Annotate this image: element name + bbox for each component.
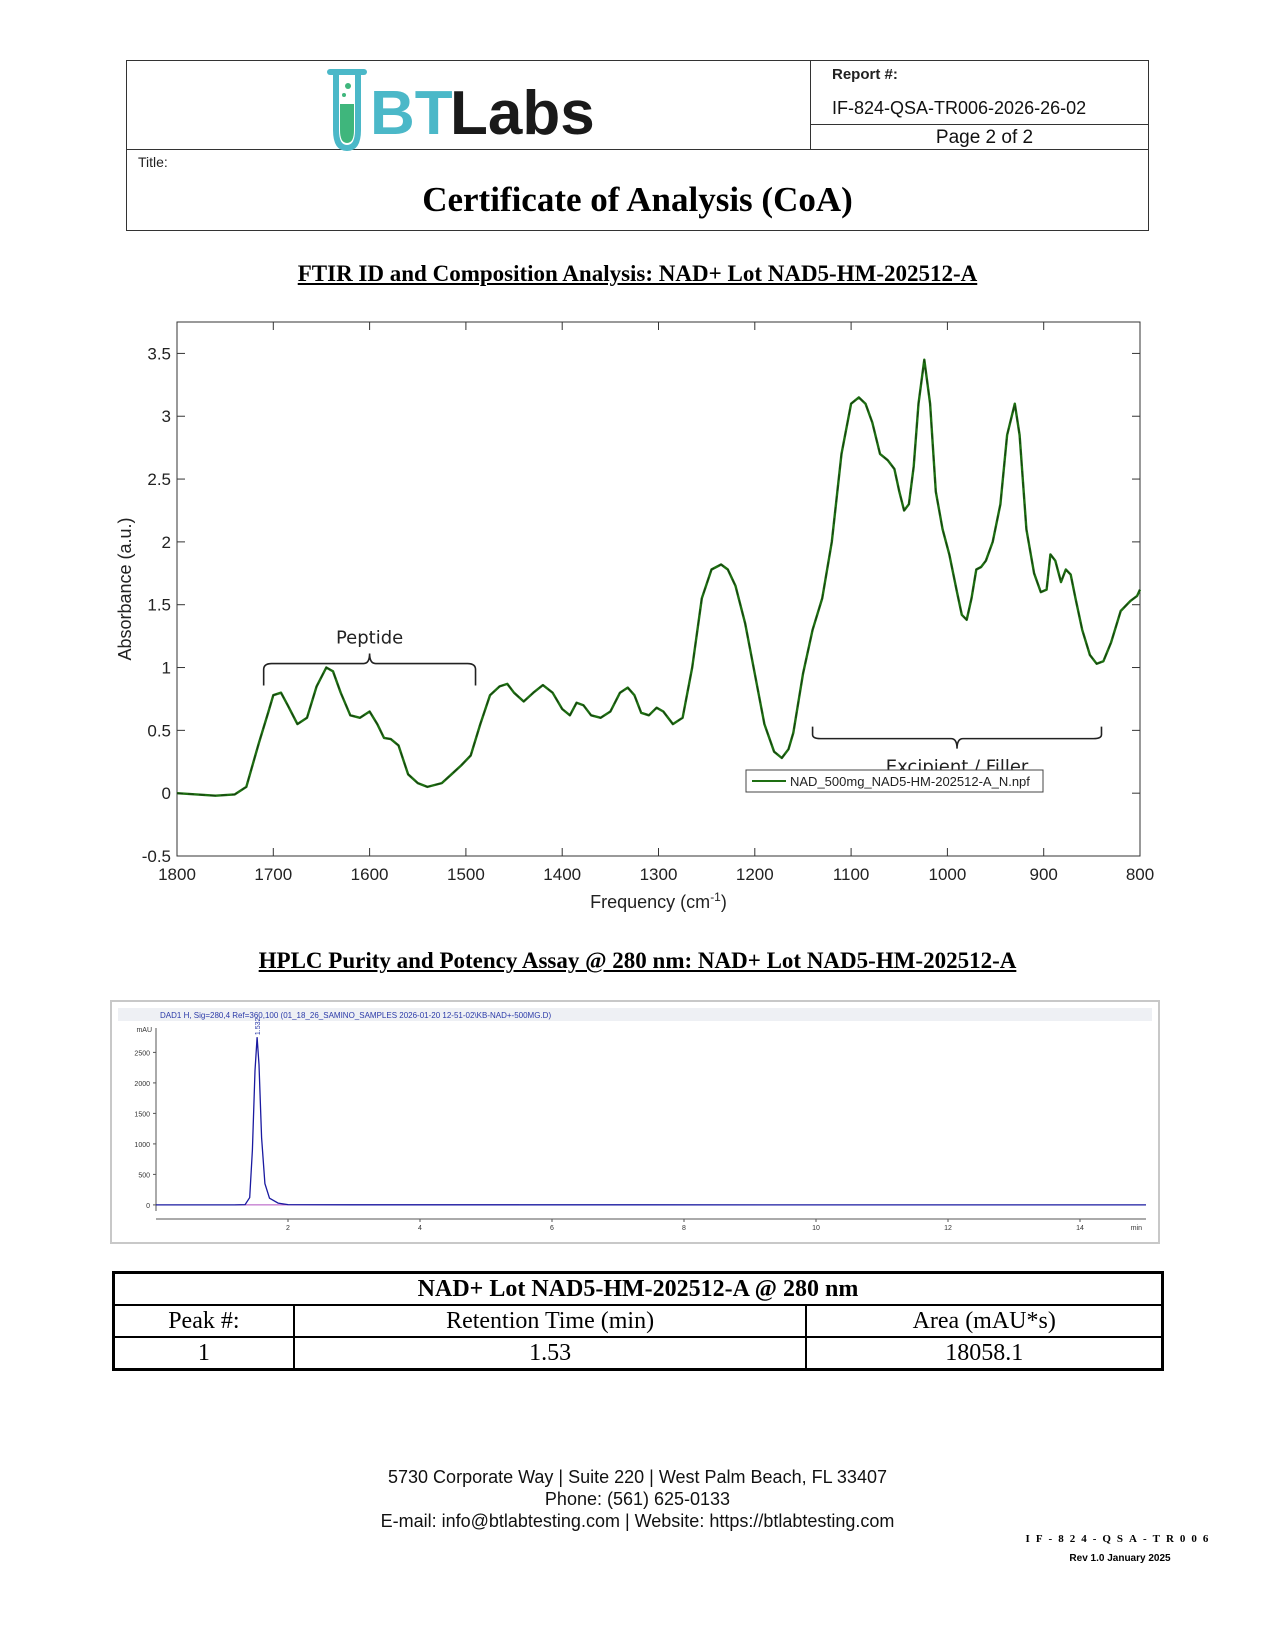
ftir-section-title: FTIR ID and Composition Analysis: NAD+ L… — [297, 261, 978, 286]
page-indicator: Page 2 of 2 — [935, 127, 1034, 148]
y-unit-label: mAU — [136, 1027, 152, 1034]
peptide-annotation: Peptide — [336, 628, 403, 649]
report-label: Report #: — [832, 66, 898, 83]
x-tick-label: 900 — [1030, 865, 1058, 884]
chromatogram-trace — [156, 1037, 1147, 1206]
test-tube-icon — [327, 69, 367, 152]
y-tick-label: 2500 — [134, 1050, 150, 1057]
ftir-series-line — [176, 358, 1142, 797]
x-tick-label: 12 — [944, 1225, 952, 1232]
y-tick-label: 2000 — [134, 1081, 150, 1088]
x-tick-label: 2 — [286, 1225, 290, 1232]
footer-contact: E-mail: info@btlabtesting.com | Website:… — [380, 1511, 895, 1531]
y-tick-label: 1500 — [134, 1111, 150, 1118]
y-tick-label: 2 — [162, 533, 171, 552]
y-tick-label: 3.5 — [147, 344, 171, 363]
document-title: Certificate of Analysis (CoA) — [422, 180, 853, 219]
x-tick-label: 1300 — [640, 865, 678, 884]
header-peak: Peak #: — [112, 1304, 295, 1338]
x-tick-label: 1600 — [351, 865, 389, 884]
report-number: IF-824-QSA-TR006-2026-26-02 — [832, 98, 1087, 118]
table-row: 1 1.53 18058.1 — [112, 1336, 1164, 1371]
x-tick-label: 800 — [1126, 865, 1154, 884]
y-tick-label: -0.5 — [142, 847, 171, 866]
report-number-divider — [810, 124, 1149, 125]
title-label: Title: — [138, 154, 168, 170]
x-tick-label: 8 — [682, 1225, 686, 1232]
x-tick-label: 6 — [550, 1225, 554, 1232]
x-tick-label: 1500 — [447, 865, 485, 884]
hplc-chromatogram: DAD1 H, Sig=280,4 Ref=360,100 (01_18_26_… — [110, 1000, 1160, 1244]
y-tick-label: 0 — [162, 784, 171, 803]
hplc-section-title: HPLC Purity and Potency Assay @ 280 nm: … — [258, 948, 1017, 973]
y-axis-label: Absorbance (a.u.) — [115, 517, 135, 660]
logo-text-labs: Labs — [450, 79, 595, 148]
excipient-bracket — [811, 726, 1103, 749]
header-divider-vertical — [810, 60, 811, 150]
table-header-row: Peak #: Retention Time (min) Area (mAU*s… — [112, 1304, 1164, 1338]
y-tick-label: 0.5 — [147, 721, 171, 740]
footer-phone: Phone: (561) 625-0133 — [544, 1489, 731, 1509]
cell-retention-time: 1.53 — [292, 1336, 808, 1371]
y-tick-label: 2.5 — [147, 470, 171, 489]
header-divider-horizontal — [126, 149, 1149, 150]
revision-label: Rev 1.0 January 2025 — [1069, 1553, 1171, 1564]
y-tick-label: 0 — [146, 1203, 150, 1210]
y-tick-label: 1 — [162, 659, 171, 678]
x-tick-label: 10 — [812, 1225, 820, 1232]
x-tick-label: 1200 — [736, 865, 774, 884]
cell-peak: 1 — [112, 1336, 295, 1371]
chromatogram-window-title: DAD1 H, Sig=280,4 Ref=360,100 (01_18_26_… — [160, 1011, 551, 1020]
header-box — [126, 60, 1149, 231]
header-area: Area (mAU*s) — [805, 1304, 1164, 1338]
legend-box — [745, 769, 1044, 793]
x-tick-label: 4 — [418, 1225, 422, 1232]
x-tick-label: 14 — [1076, 1225, 1084, 1232]
chromatogram-window — [110, 1000, 1160, 1244]
x-tick-label: 1100 — [833, 865, 870, 884]
results-table: NAD+ Lot NAD5-HM-202512-A @ 280 nm Peak … — [112, 1271, 1164, 1371]
logo-text-bt: BT — [370, 79, 453, 148]
footer-address: 5730 Corporate Way | Suite 220 | West Pa… — [388, 1467, 887, 1487]
ftir-series-line-dash — [176, 359, 1141, 797]
header-retention-time: Retention Time (min) — [292, 1304, 808, 1338]
x-tick-label: 1800 — [158, 865, 196, 884]
document-code: IF-824-QSA-TR006 — [1025, 1533, 1215, 1545]
chromatogram-titlebar — [118, 1008, 1152, 1021]
logo: BT Labs — [126, 60, 820, 152]
x-axis-label: Frequency (cm-1) — [590, 890, 727, 912]
table-caption: NAD+ Lot NAD5-HM-202512-A @ 280 nm — [112, 1271, 1164, 1306]
y-tick-label: 500 — [138, 1172, 150, 1179]
peptide-bracket — [262, 653, 477, 686]
peak-label: 1.532 — [255, 1018, 262, 1036]
y-tick-label: 1.5 — [147, 596, 171, 615]
x-tick-label: 1400 — [543, 865, 581, 884]
ftir-chart: 1800 1700 1600 1500 1400 1300 1200 1100 1000 900 8… — [115, 321, 1154, 912]
y-tick-label: 1000 — [134, 1142, 150, 1149]
cell-area: 18058.1 — [805, 1336, 1164, 1371]
legend-label: NAD_500mg_NAD5-HM-202512-A_N.npf — [790, 774, 1030, 789]
x-tick-label: 1000 — [928, 865, 966, 884]
y-tick-label: 3 — [162, 407, 171, 426]
x-tick-label: 1700 — [254, 865, 292, 884]
x-unit-label: min — [1131, 1225, 1142, 1232]
